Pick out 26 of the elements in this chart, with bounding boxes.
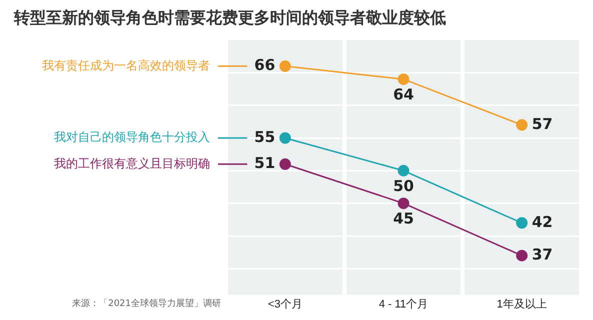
chart-title: 转型至新的领导角色时需要花费更多时间的领导者敬业度较低	[14, 8, 446, 29]
data-label: 51	[254, 154, 276, 172]
data-label: 55	[254, 128, 276, 146]
legend-label: 我对自己的领导角色十分投入	[54, 130, 210, 144]
point	[516, 250, 528, 262]
source-note: 来源：「2021全球领导力展望」调研	[72, 298, 221, 310]
legend-label: 我有责任成为一名高效的领导者	[42, 58, 210, 72]
point	[279, 60, 291, 72]
point	[398, 73, 410, 85]
data-label: 64	[393, 86, 414, 104]
point	[398, 164, 410, 176]
data-label: 42	[532, 212, 553, 231]
point	[279, 132, 291, 144]
legend-label: 我的工作很有意义且目标明确	[54, 156, 210, 170]
point	[516, 217, 528, 229]
data-label: 37	[532, 245, 553, 264]
x-tick-label: <3个月	[268, 298, 302, 310]
data-label: 57	[532, 114, 553, 133]
data-label: 50	[393, 177, 414, 196]
x-tick-label: 1年及以上	[496, 297, 547, 310]
point	[516, 119, 528, 131]
point	[398, 198, 410, 210]
x-tick-label: 4 - 11个月	[378, 298, 428, 310]
point	[279, 158, 291, 170]
data-label: 66	[254, 56, 276, 74]
data-label: 45	[393, 210, 414, 228]
